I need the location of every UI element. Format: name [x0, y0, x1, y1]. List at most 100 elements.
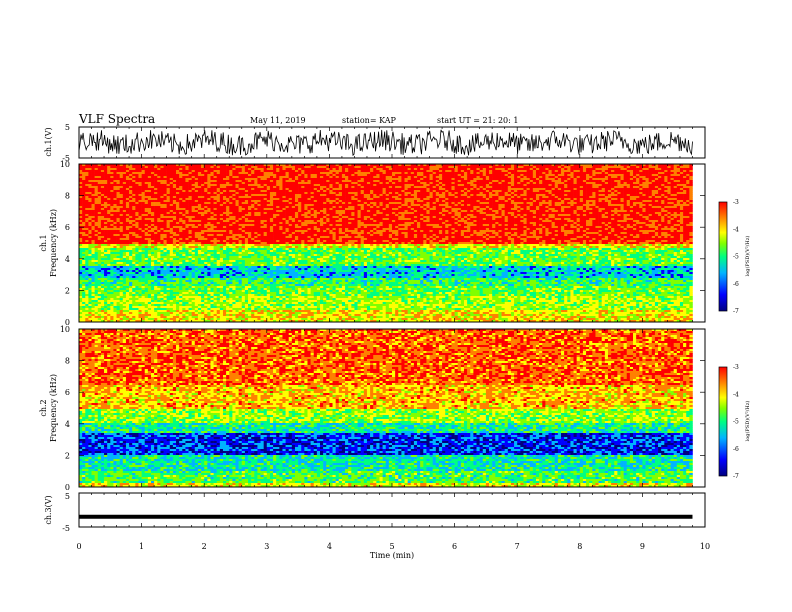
spectrogram-cell	[395, 190, 398, 192]
spectrogram-cell	[620, 202, 623, 204]
spectrogram-cell	[652, 192, 655, 194]
spectrogram-cell	[292, 188, 295, 190]
spectrogram-cell	[636, 212, 639, 214]
spectrogram-cell	[207, 182, 210, 184]
spectrogram-cell	[408, 210, 411, 212]
spectrogram-cell	[242, 166, 245, 168]
spectrogram-cell	[170, 166, 173, 168]
spectrogram-cell	[198, 212, 201, 214]
spectrogram-cell	[358, 186, 361, 188]
spectrogram-cell	[636, 206, 639, 208]
spectrogram-cell	[567, 170, 570, 172]
spectrogram-cell	[364, 172, 367, 174]
spectrogram-cell	[417, 192, 420, 194]
spectrogram-cell	[164, 188, 167, 190]
spectrogram-cell	[386, 166, 389, 168]
spectrogram-cell	[214, 178, 217, 180]
spectrogram-cell	[395, 186, 398, 188]
spectrogram-cell	[336, 196, 339, 198]
spectrogram-cell	[79, 198, 82, 200]
spectrogram-cell	[98, 200, 101, 202]
spectrogram-cell	[286, 188, 289, 190]
spectrogram-cell	[101, 178, 104, 180]
spectrogram-cell	[314, 196, 317, 198]
spectrogram-cell	[555, 206, 558, 208]
spectrogram-cell	[408, 168, 411, 170]
spectrogram-cell	[520, 210, 523, 212]
spectrogram-cell	[448, 198, 451, 200]
spectrogram-cell	[558, 168, 561, 170]
spectrogram-cell	[329, 176, 332, 178]
spectrogram-cell	[639, 212, 642, 214]
spectrogram-cell	[110, 204, 113, 206]
spectrogram-cell	[389, 182, 392, 184]
spectrogram-cell	[467, 202, 470, 204]
spectrogram-cell	[486, 192, 489, 194]
spectrogram-cell	[461, 208, 464, 210]
spectrogram-cell	[423, 172, 426, 174]
spectrogram-cell	[439, 188, 442, 190]
spectrogram-cell	[336, 188, 339, 190]
spectrogram-cell	[164, 182, 167, 184]
spectrogram-cell	[617, 178, 620, 180]
spectrogram-cell	[295, 166, 298, 168]
spectrogram-cell	[630, 188, 633, 190]
spectrogram-cell	[570, 212, 573, 214]
spectrogram-cell	[82, 176, 85, 178]
spectrogram-cell	[433, 194, 436, 196]
spectrogram-cell	[192, 192, 195, 194]
spectrogram-cell	[182, 210, 185, 212]
spectrogram-cell	[658, 206, 661, 208]
spectrogram-cell	[448, 196, 451, 198]
spectrogram-cell	[198, 196, 201, 198]
spectrogram-cell	[608, 182, 611, 184]
spectrogram-cell	[192, 178, 195, 180]
spectrogram-cell	[220, 208, 223, 210]
spectrogram-cell	[92, 184, 95, 186]
spectrogram-cell	[154, 200, 157, 202]
spectrogram-cell	[545, 186, 548, 188]
spectrogram-cell	[370, 198, 373, 200]
spectrogram-cell	[511, 194, 514, 196]
spectrogram-cell	[574, 200, 577, 202]
spectrogram-cell	[580, 176, 583, 178]
spectrogram-cell	[627, 202, 630, 204]
spectrogram-cell	[627, 206, 630, 208]
spectrogram-cell	[611, 198, 614, 200]
spectrogram-cell	[436, 210, 439, 212]
spectrogram-cell	[298, 210, 301, 212]
spectrogram-cell	[120, 186, 123, 188]
spectrogram-cell	[592, 178, 595, 180]
spectrogram-cell	[336, 208, 339, 210]
spectrogram-cell	[489, 194, 492, 196]
spectrogram-cell	[426, 166, 429, 168]
spectrogram-cell	[151, 178, 154, 180]
spectrogram-cell	[239, 170, 242, 172]
spectrogram-cell	[151, 192, 154, 194]
spectrogram-cell	[204, 176, 207, 178]
spectrogram-cell	[82, 206, 85, 208]
spectrogram-cell	[671, 170, 674, 172]
spectrogram-cell	[207, 188, 210, 190]
spectrogram-cell	[589, 184, 592, 186]
spectrogram-cell	[558, 208, 561, 210]
spectrogram-cell	[242, 174, 245, 176]
spectrogram-cell	[599, 166, 602, 168]
spectrogram-cell	[683, 196, 686, 198]
spectrogram-cell	[157, 182, 160, 184]
spectrogram-cell	[401, 178, 404, 180]
spectrogram-cell	[286, 168, 289, 170]
spectrogram-cell	[533, 210, 536, 212]
spectrogram-cell	[154, 204, 157, 206]
spectrogram-cell	[549, 170, 552, 172]
spectrogram-cell	[461, 168, 464, 170]
spectrogram-cell	[79, 174, 82, 176]
spectrogram-cell	[492, 178, 495, 180]
spectrogram-cell	[589, 194, 592, 196]
spectrogram-cell	[376, 190, 379, 192]
spectrogram-cell	[345, 186, 348, 188]
spectrogram-cell	[495, 176, 498, 178]
spectrogram-cell	[135, 172, 138, 174]
spectrogram-cell	[489, 184, 492, 186]
spectrogram-cell	[517, 182, 520, 184]
